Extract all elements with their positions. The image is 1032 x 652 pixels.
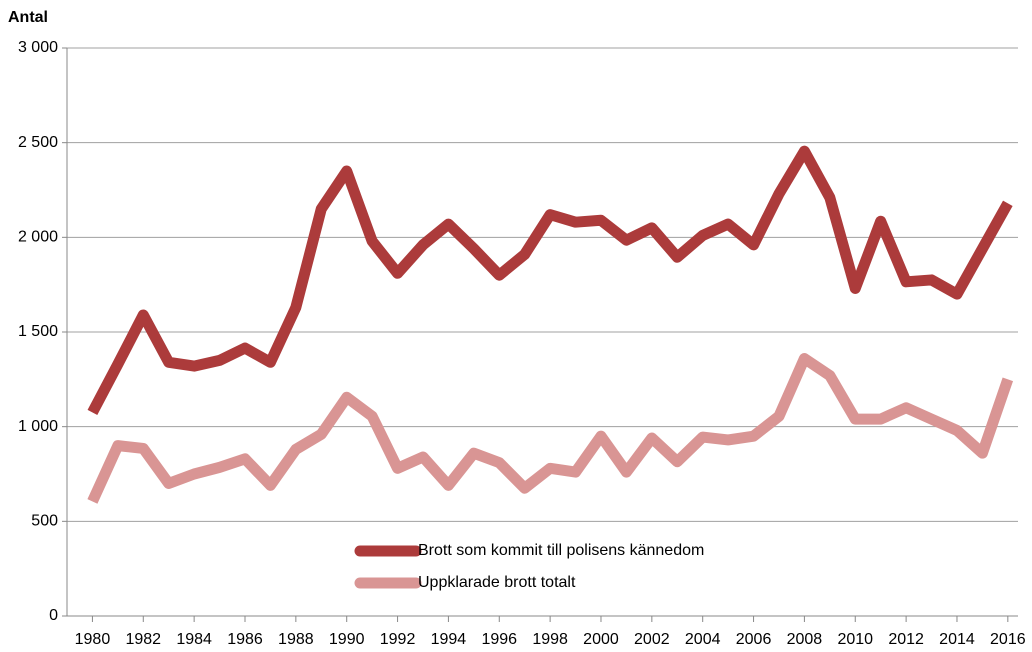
- x-tick-label: 1986: [227, 631, 263, 648]
- x-tick-label: 1992: [380, 631, 416, 648]
- y-tick-label: 0: [49, 607, 58, 624]
- x-tick-label: 1984: [176, 631, 212, 648]
- x-tick-label: 1988: [278, 631, 314, 648]
- y-tick-label: 1 000: [18, 418, 58, 435]
- y-tick-label: 2 000: [18, 229, 58, 246]
- x-tick-label: 2006: [736, 631, 772, 648]
- series-line: [87, 145, 1013, 416]
- legend-label: Brott som kommit till polisens kännedom: [418, 542, 704, 559]
- series-line: [87, 353, 1014, 504]
- x-tick-label: 2002: [634, 631, 670, 648]
- y-tick-label: 500: [31, 513, 58, 530]
- x-tick-label: 2004: [685, 631, 721, 648]
- x-tick-label: 2014: [939, 631, 975, 648]
- legend-label: Uppklarade brott totalt: [418, 574, 576, 591]
- x-tick-label: 2016: [990, 631, 1026, 648]
- x-tick-label: 1980: [75, 631, 111, 648]
- x-tick-label: 2012: [888, 631, 924, 648]
- x-tick-label: 1996: [481, 631, 517, 648]
- y-axis-label: Antal: [8, 9, 48, 26]
- x-tick-label: 2010: [837, 631, 873, 648]
- y-tick-label: 3 000: [18, 39, 58, 56]
- x-tick-label: 1998: [532, 631, 568, 648]
- x-tick-label: 1990: [329, 631, 365, 648]
- x-tick-label: 2008: [787, 631, 823, 648]
- x-tick-label: 2000: [583, 631, 619, 648]
- y-tick-label: 1 500: [18, 323, 58, 340]
- x-tick-label: 1982: [125, 631, 161, 648]
- x-tick-label: 1994: [431, 631, 467, 648]
- y-tick-label: 2 500: [18, 134, 58, 151]
